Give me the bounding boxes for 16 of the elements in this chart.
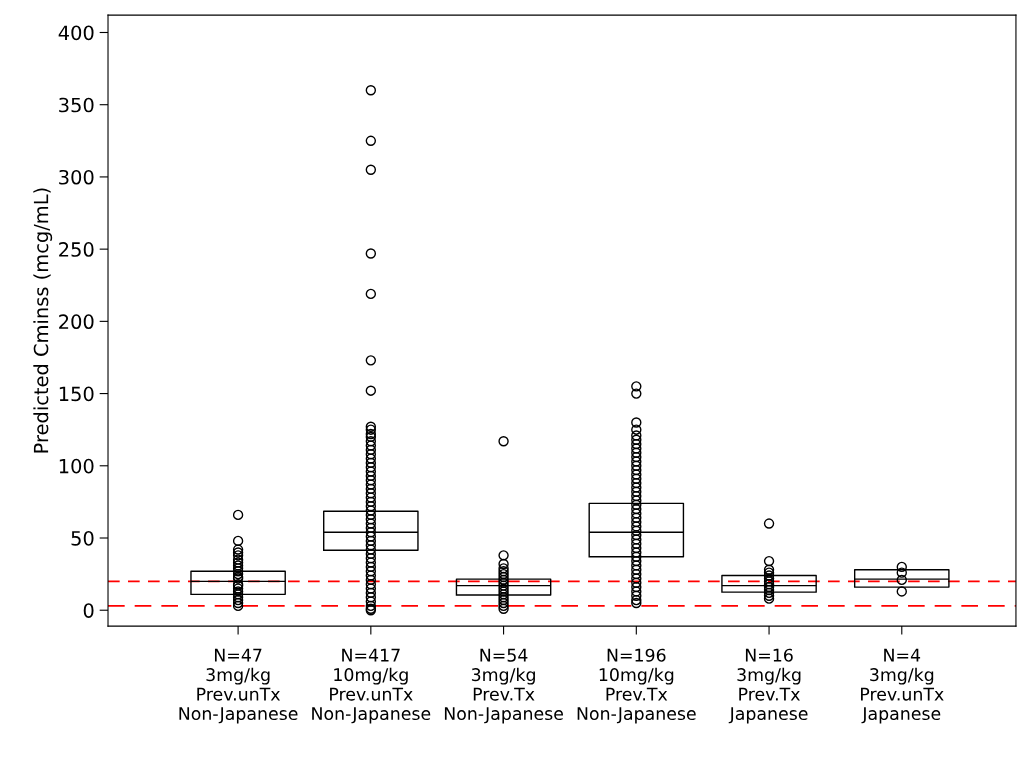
x-tick-label: N=47 3mg/kg Prev.unTx Non-Japanese bbox=[179, 648, 298, 724]
y-tick-label: 350 bbox=[59, 97, 94, 113]
x-tick-label: N=196 10mg/kg Prev.Tx Non-Japanese bbox=[577, 648, 696, 724]
x-tick-label: N=54 3mg/kg Prev.Tx Non-Japanese bbox=[444, 648, 563, 724]
y-tick-label: 100 bbox=[59, 458, 94, 474]
y-axis-title: Predicted Cminss (mcg/mL) bbox=[33, 188, 53, 453]
x-tick-label: N=16 3mg/kg Prev.Tx Japanese bbox=[728, 648, 808, 724]
y-tick-label: 150 bbox=[59, 386, 94, 402]
y-tick-label: 300 bbox=[59, 169, 94, 185]
y-tick-label: 50 bbox=[71, 530, 94, 546]
y-tick-label: 250 bbox=[59, 242, 94, 257]
x-tick-label: N=4 3mg/kg Prev.unTx Japanese bbox=[861, 648, 944, 724]
y-tick-label: 400 bbox=[58, 25, 94, 41]
y-tick-label: 200 bbox=[59, 314, 94, 330]
x-tick-label: N=417 10mg/kg Prev.unTx Non-Japanese bbox=[312, 648, 431, 724]
y-tick-label: 0 bbox=[83, 603, 94, 618]
